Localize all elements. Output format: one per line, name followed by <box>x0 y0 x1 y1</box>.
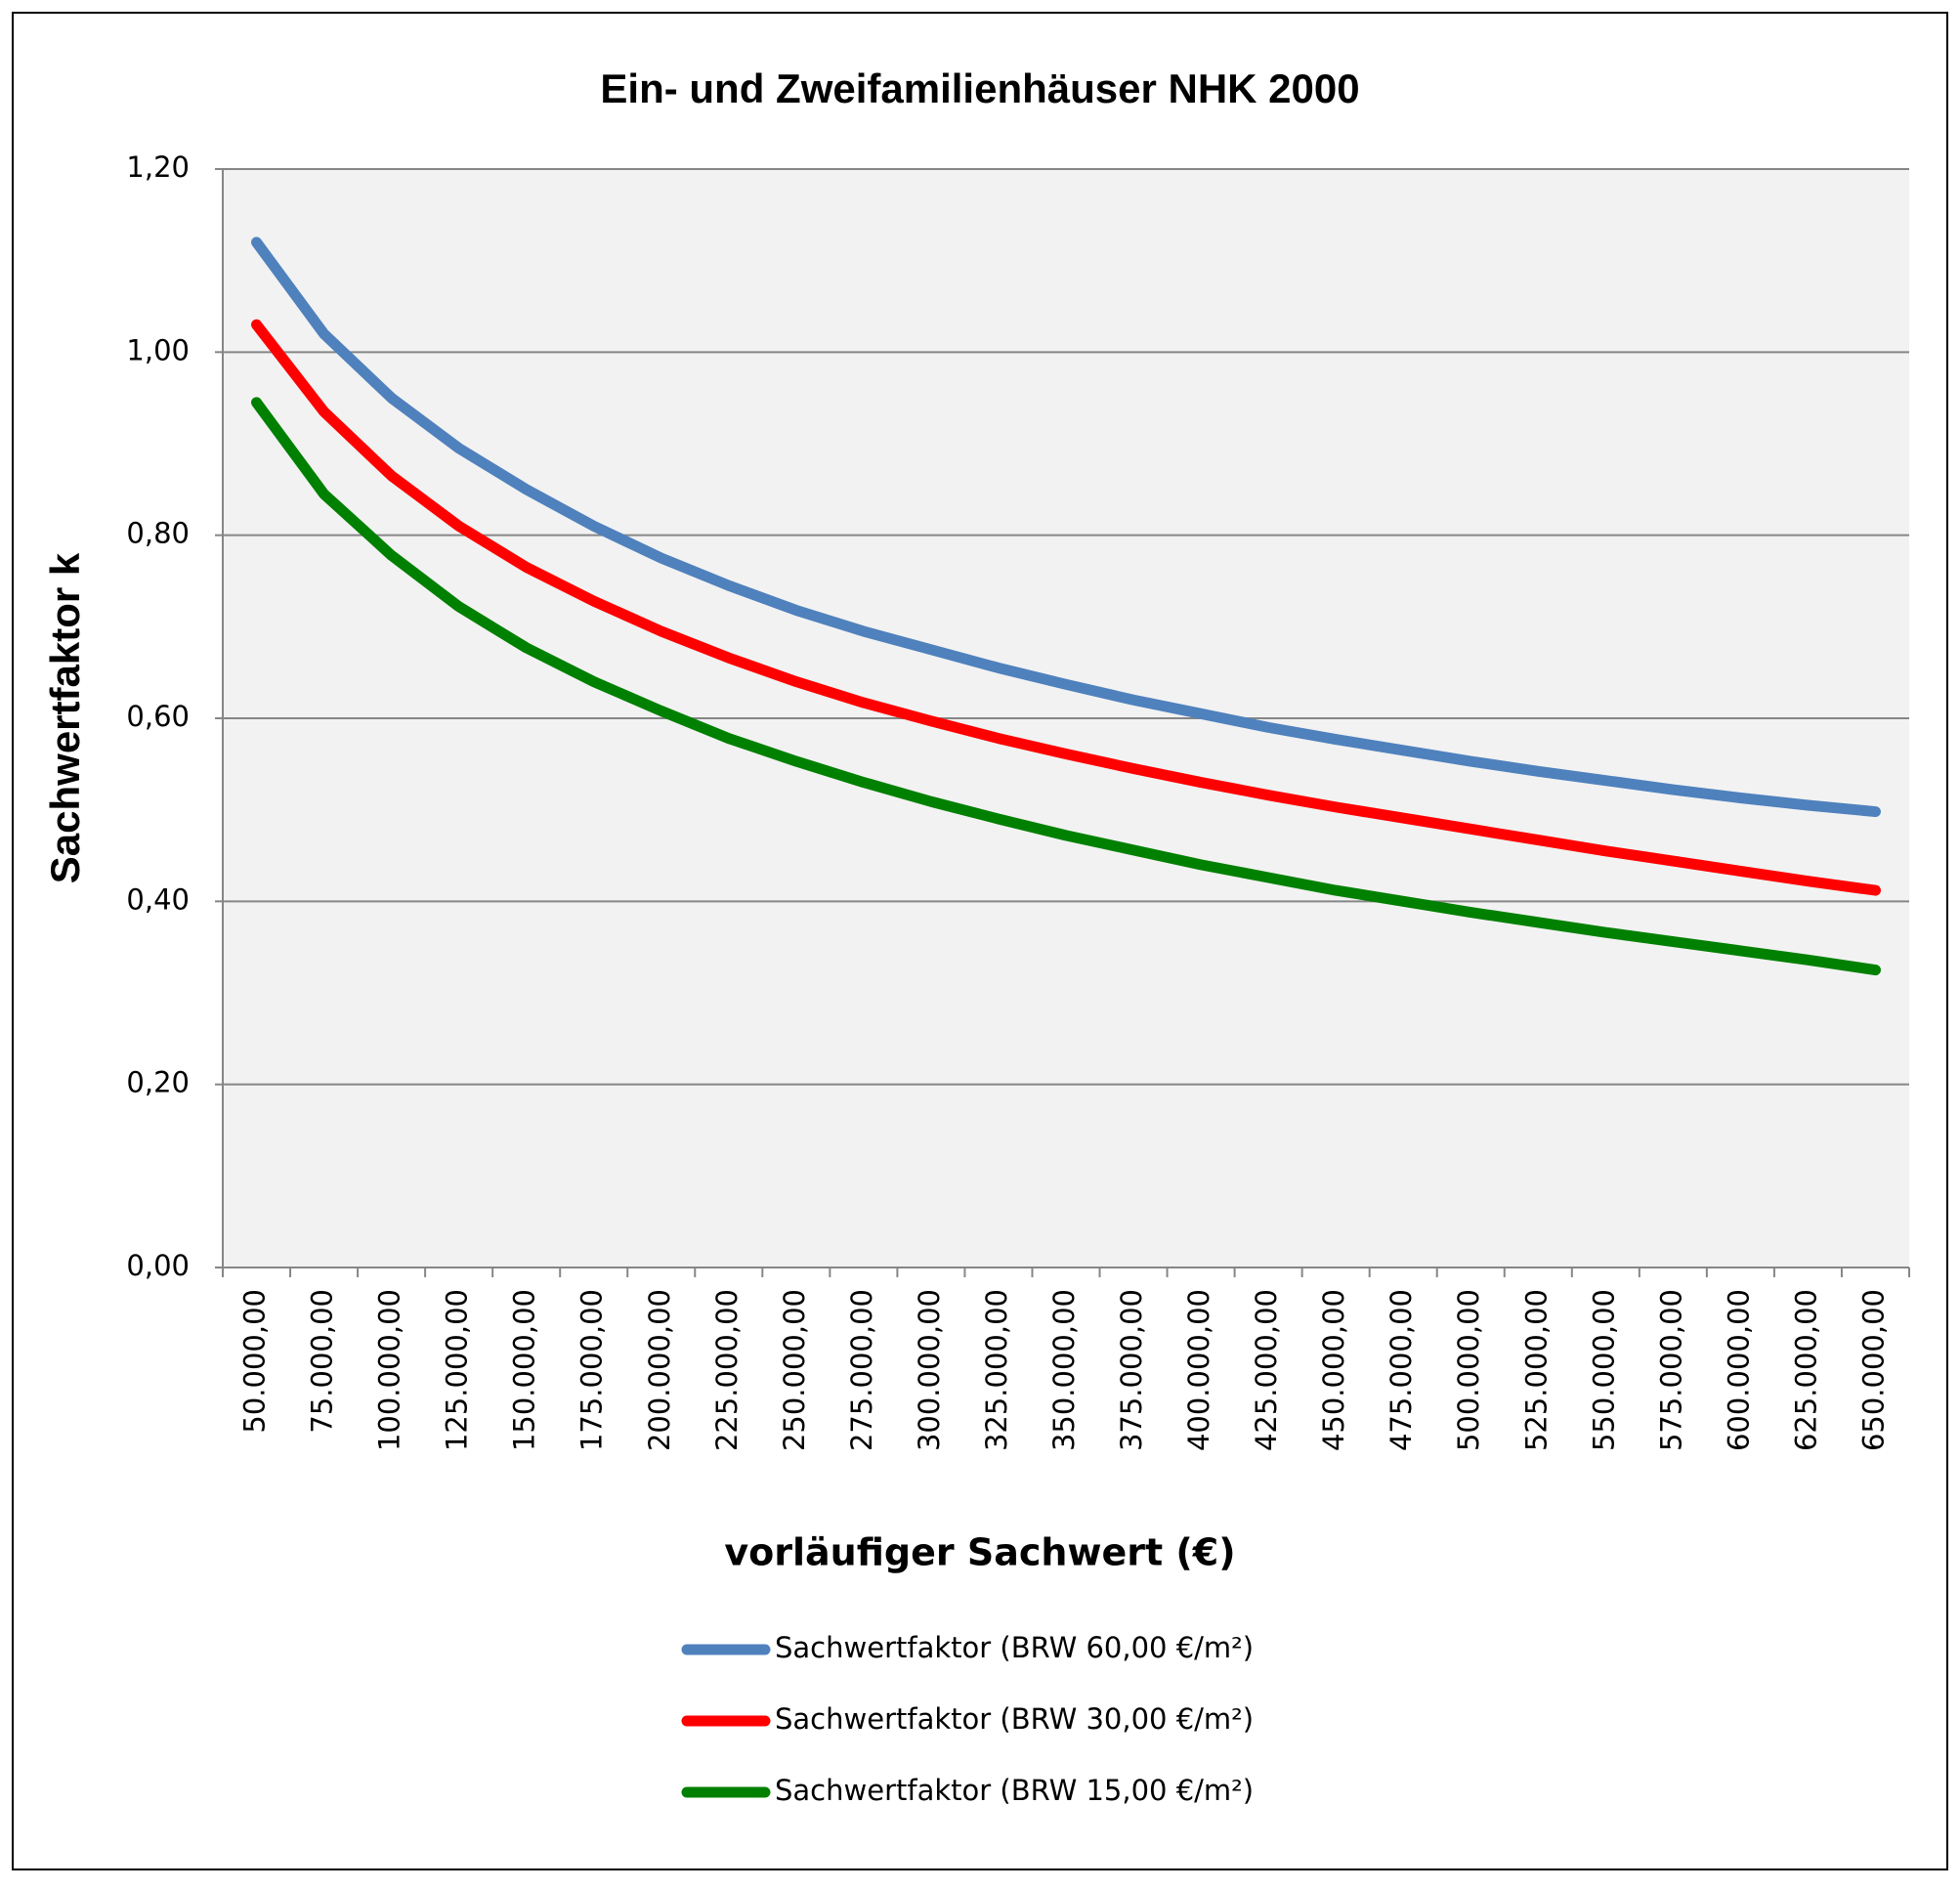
x-tick-label: 50.000,00 <box>238 1289 272 1434</box>
x-tick-label: 350.000,00 <box>1047 1289 1081 1451</box>
chart-title: Ein- und Zweifamilienhäuser NHK 2000 <box>600 65 1359 111</box>
x-tick-label: 650.000,00 <box>1856 1289 1890 1451</box>
x-tick-label: 400.000,00 <box>1182 1289 1215 1451</box>
series-line <box>251 319 1881 896</box>
y-tick-label: 0,60 <box>126 700 190 733</box>
x-tick-label: 450.000,00 <box>1317 1289 1350 1451</box>
y-tick-label: 0,80 <box>126 517 190 550</box>
series-line <box>251 397 1881 976</box>
x-tick-label: 575.000,00 <box>1654 1289 1687 1451</box>
x-tick-label: 75.000,00 <box>306 1289 339 1434</box>
legend-label: Sachwertfaktor (BRW 30,00 €/m²) <box>775 1702 1254 1736</box>
x-tick-label: 525.000,00 <box>1519 1289 1553 1451</box>
x-tick-label: 300.000,00 <box>913 1289 946 1451</box>
y-tick-label: 0,00 <box>126 1249 190 1282</box>
x-tick-label: 375.000,00 <box>1115 1289 1148 1451</box>
series-line <box>251 236 1881 818</box>
y-axis-title: Sachwertfaktor k <box>42 552 88 883</box>
x-tick-label: 475.000,00 <box>1385 1289 1418 1451</box>
x-tick-label: 625.000,00 <box>1789 1289 1822 1451</box>
x-tick-label: 150.000,00 <box>508 1289 541 1451</box>
x-tick-label: 600.000,00 <box>1722 1289 1755 1451</box>
y-tick-label: 0,20 <box>126 1066 190 1099</box>
legend-label: Sachwertfaktor (BRW 15,00 €/m²) <box>775 1774 1254 1807</box>
x-tick-label: 550.000,00 <box>1587 1289 1620 1451</box>
x-tick-label: 225.000,00 <box>710 1289 744 1451</box>
y-tick-label: 0,40 <box>126 882 190 916</box>
x-tick-label: 325.000,00 <box>980 1289 1013 1451</box>
x-tick-label: 175.000,00 <box>575 1289 609 1451</box>
x-tick-label: 100.000,00 <box>373 1289 406 1451</box>
x-tick-label: 250.000,00 <box>778 1289 811 1451</box>
x-tick-label: 425.000,00 <box>1250 1289 1283 1451</box>
x-axis-title: vorläufiger Sachwert (€) <box>724 1531 1235 1574</box>
y-tick-label: 1,20 <box>126 150 190 184</box>
x-tick-label: 500.000,00 <box>1452 1289 1485 1451</box>
x-tick-label: 275.000,00 <box>845 1289 878 1451</box>
x-tick-label: 200.000,00 <box>643 1289 676 1451</box>
x-tick-label: 125.000,00 <box>441 1289 474 1451</box>
y-tick-label: 1,00 <box>126 333 190 366</box>
legend-label: Sachwertfaktor (BRW 60,00 €/m²) <box>775 1631 1254 1664</box>
